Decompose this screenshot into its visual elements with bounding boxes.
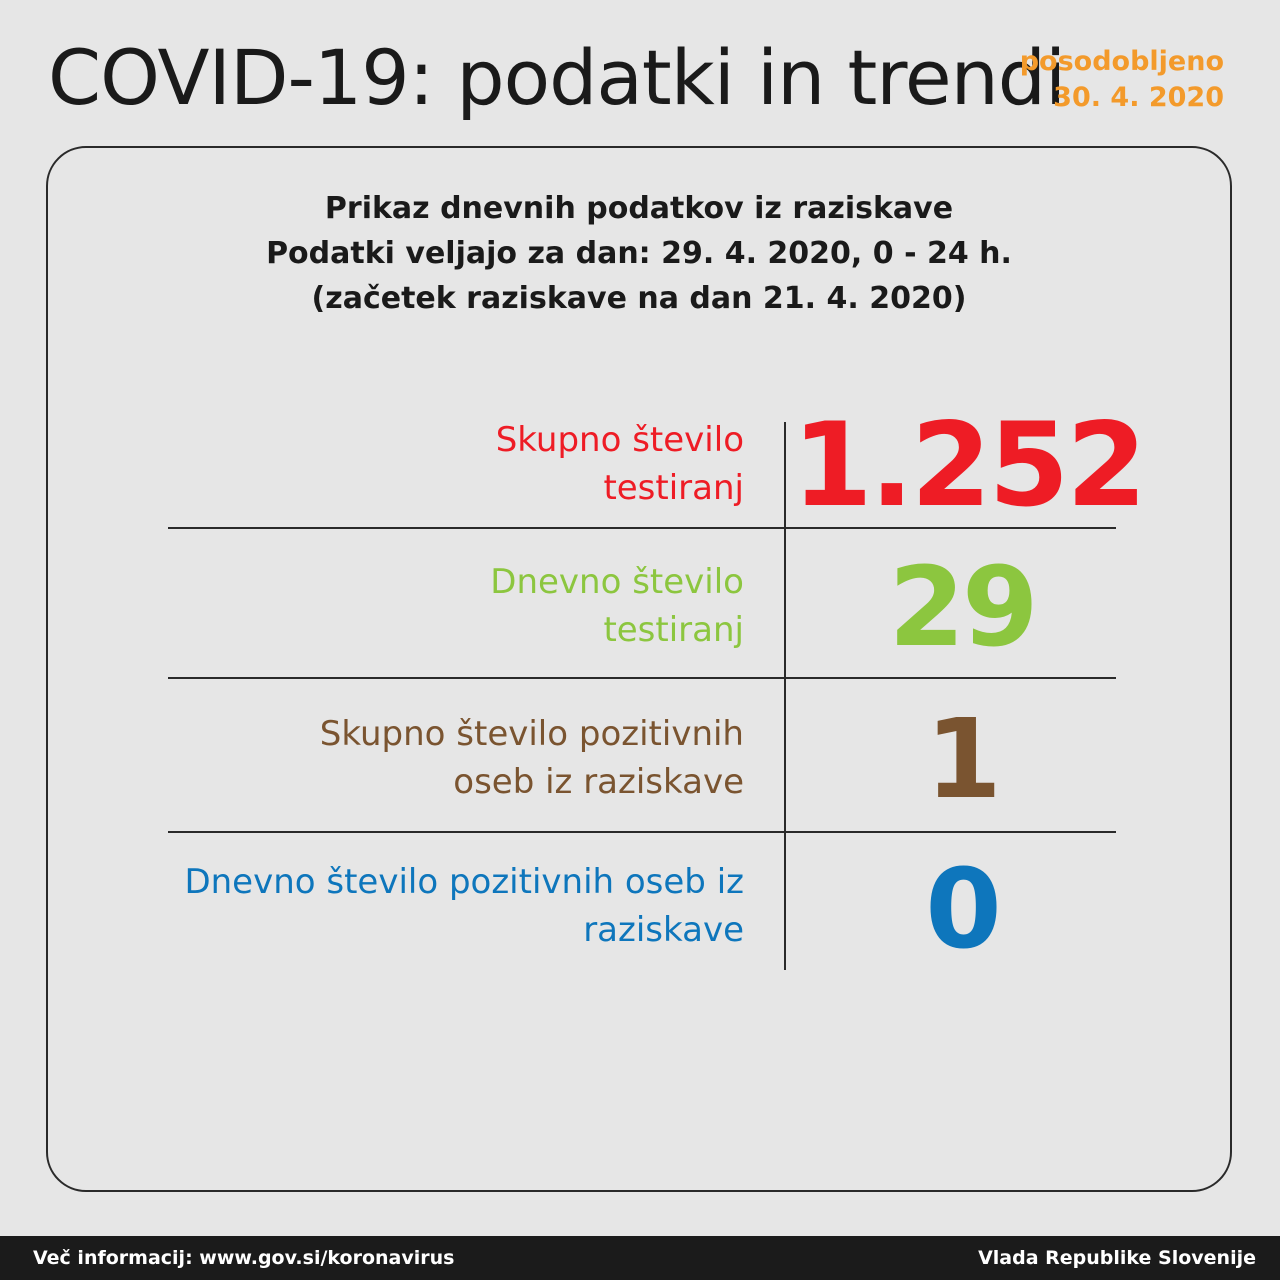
stat-label-line: oseb iz raziskave (453, 762, 744, 802)
footer-info-link[interactable]: Več informacij: www.gov.si/koronavirus (33, 1247, 455, 1269)
row-divider (168, 831, 1116, 833)
stat-value-total-tests: 1.252 (792, 398, 1147, 533)
row-divider (168, 677, 1116, 679)
updated-label: posodobljeno (1019, 46, 1224, 77)
subtitle-line: Podatki veljajo za dan: 29. 4. 2020, 0 -… (266, 236, 1012, 271)
stat-label-line: testiranj (603, 610, 744, 650)
stat-value-total-positive: 1 (925, 695, 1002, 823)
footer-bar: Več informacij: www.gov.si/koronavirus V… (0, 1236, 1280, 1280)
stat-label-daily-positive: Dnevno število pozitivnih oseb iz razisk… (104, 858, 744, 954)
stat-label-line: raziskave (583, 910, 744, 950)
stat-label-line: testiranj (603, 468, 744, 508)
stat-label-total-tests: Skupno število testiranj (104, 416, 744, 512)
footer-org: Vlada Republike Slovenije (978, 1247, 1256, 1269)
stat-label-line: Skupno število pozitivnih (319, 714, 744, 754)
stat-label-line: Skupno število (495, 420, 744, 460)
panel-subtitle: Prikaz dnevnih podatkov iz raziskave Pod… (48, 186, 1230, 321)
stat-label-total-positive: Skupno število pozitivnih oseb iz razisk… (104, 710, 744, 806)
column-divider (784, 422, 786, 970)
row-divider (168, 527, 1116, 529)
stat-value-daily-tests: 29 (888, 543, 1038, 671)
page-title: COVID-19: podatki in trendi (48, 33, 1066, 122)
updated-info: posodobljeno 30. 4. 2020 (1020, 44, 1224, 116)
updated-date: 30. 4. 2020 (1053, 82, 1224, 113)
stat-label-daily-tests: Dnevno število testiranj (104, 558, 744, 654)
subtitle-line: Prikaz dnevnih podatkov iz raziskave (324, 191, 954, 226)
stat-value-daily-positive: 0 (925, 845, 1002, 973)
stat-label-line: Dnevno število (490, 562, 744, 602)
stats-panel: Prikaz dnevnih podatkov iz raziskave Pod… (46, 146, 1232, 1192)
subtitle-line: (začetek raziskave na dan 21. 4. 2020) (311, 281, 967, 316)
stat-label-line: Dnevno število pozitivnih oseb iz (184, 862, 744, 902)
